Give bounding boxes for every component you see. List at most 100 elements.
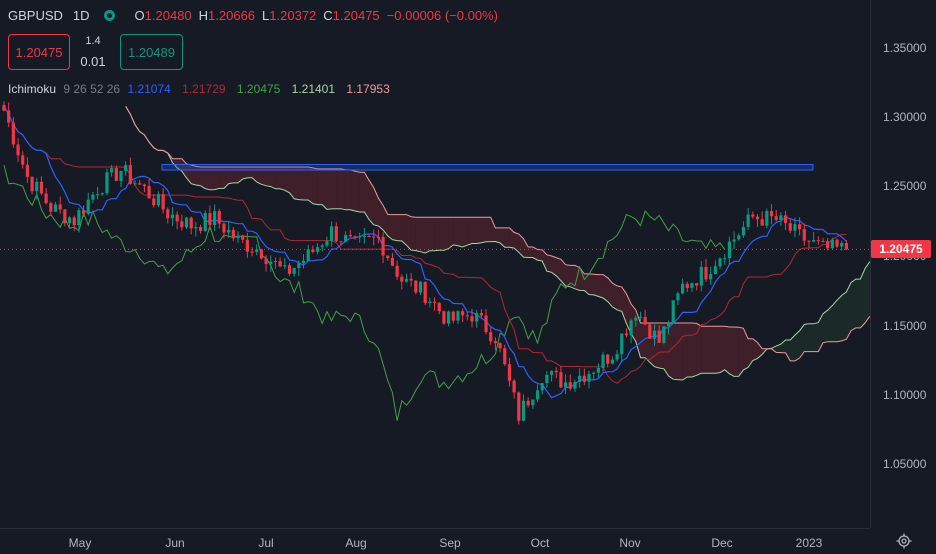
kumo-cloud-segment	[579, 267, 585, 291]
kumo-cloud-segment	[612, 283, 618, 310]
candle-up	[723, 258, 727, 260]
kumo-cloud-segment	[865, 261, 870, 323]
candle-up	[306, 249, 310, 261]
kumo-cloud-segment	[214, 167, 220, 190]
candle-up	[301, 260, 306, 264]
kumo-cloud-segment	[425, 217, 430, 253]
price-chart[interactable]	[0, 0, 871, 528]
candle-up	[830, 239, 834, 249]
kumo-cloud-segment	[481, 217, 486, 243]
ichimoku-legend[interactable]: Ichimoku 9 26 52 26 1.21074 1.21729 1.20…	[8, 82, 398, 96]
candle-down	[479, 312, 483, 316]
candle-down	[807, 240, 811, 242]
kumo-cloud-segment	[303, 167, 309, 200]
kumo-cloud-segment	[518, 234, 524, 258]
candle-up	[194, 227, 198, 229]
candle-down	[606, 354, 610, 364]
ohlc-low-key: L	[262, 8, 270, 23]
kumo-cloud-segment	[785, 340, 791, 361]
kumo-cloud-segment	[757, 342, 763, 359]
candle-up	[620, 333, 624, 355]
resistance-zone-rectangle[interactable]	[161, 163, 814, 171]
kumo-cloud-segment	[841, 291, 847, 341]
kumo-cloud-segment	[392, 214, 398, 241]
candle-down	[166, 209, 170, 219]
candle-up	[273, 261, 278, 263]
candle-up	[573, 382, 577, 389]
kumo-cloud-segment	[668, 323, 674, 380]
kumo-cloud-segment	[462, 217, 468, 247]
candle-down	[222, 223, 226, 233]
candle-down	[72, 217, 76, 226]
kumo-cloud-segment	[720, 326, 725, 373]
kumo-cloud-segment	[565, 264, 571, 287]
ohlc-open-value: 1.20480	[144, 8, 192, 23]
candle-down	[414, 280, 418, 293]
kumo-cloud-segment	[401, 214, 407, 246]
kumo-cloud-segment	[228, 167, 234, 184]
candle-up	[564, 382, 568, 388]
kumo-cloud-segment	[607, 277, 613, 307]
candle-down	[442, 311, 446, 324]
candle-down	[685, 283, 689, 288]
candle-up	[578, 375, 582, 383]
candle-up	[732, 239, 736, 242]
candle-up	[596, 367, 600, 373]
candle-down	[245, 239, 249, 252]
candle-down	[751, 214, 755, 217]
candle-down	[783, 215, 788, 224]
candle-up	[634, 317, 638, 321]
chart-pane[interactable]: GBPUSD 1D O 1.20480 H 1.20666 L 1.20372 C 1.…	[0, 0, 871, 528]
kumo-cloud-segment	[275, 167, 281, 189]
candle-down	[2, 105, 6, 111]
sell-button[interactable]: 1.20475	[8, 34, 70, 70]
candle-up	[35, 181, 39, 192]
candle-down	[624, 333, 629, 336]
price-tick: 1.35000	[883, 41, 927, 55]
candle-up	[601, 354, 605, 368]
kumo-cloud-segment	[603, 274, 608, 302]
candle-up	[540, 383, 544, 391]
buy-button[interactable]: 1.20489	[120, 34, 183, 70]
kumo-cloud-segment	[598, 274, 603, 298]
symbol-name[interactable]: GBPUSD	[8, 8, 63, 23]
kumo-cloud-segment	[336, 168, 341, 209]
leading-span-a-line	[125, 106, 871, 381]
candle-down	[489, 332, 493, 342]
kumo-cloud-segment	[635, 310, 641, 358]
kumo-cloud-segment	[331, 168, 337, 209]
interval-label[interactable]: 1D	[72, 8, 90, 23]
kumo-cloud-segment	[532, 247, 538, 261]
price-axis[interactable]: 1.35000 1.30000 1.25000 1.20000 1.15000 …	[870, 0, 936, 528]
kumo-cloud-segment	[224, 167, 229, 189]
kumo-cloud-segment	[373, 187, 379, 226]
chart-settings-gear-icon[interactable]	[896, 533, 912, 549]
time-axis[interactable]: May Jun Jul Aug Sep Oct Nov Dec 2023	[0, 528, 870, 554]
time-tick: Oct	[530, 536, 550, 550]
candle-down	[376, 236, 380, 238]
candle-down	[147, 186, 151, 199]
candle-up	[531, 399, 535, 406]
candle-down	[189, 217, 193, 229]
candle-up	[170, 214, 175, 219]
candle-down	[39, 181, 44, 194]
ohlc-change-value: −0.00006 (−0.00%)	[386, 8, 498, 23]
quantity-value[interactable]: 0.01	[80, 54, 106, 69]
last-price-label: 1.20475	[871, 240, 931, 259]
kumo-cloud-segment	[439, 217, 444, 251]
kumo-cloud-segment	[673, 323, 678, 380]
indicator-name[interactable]: Ichimoku	[8, 82, 57, 96]
candle-down	[152, 198, 156, 206]
time-tick: Sep	[439, 536, 461, 550]
lagging-span-value: 1.20475	[236, 82, 281, 96]
kumo-cloud-segment	[209, 167, 215, 190]
kumo-cloud-segment	[326, 168, 332, 210]
kumo-cloud-segment	[818, 313, 823, 352]
base-line-value: 1.21729	[182, 82, 226, 96]
kumo-cloud-segment	[308, 167, 313, 204]
kumo-cloud-segment	[837, 295, 842, 342]
candle-down	[643, 316, 647, 325]
candle-up	[330, 226, 334, 242]
candle-up	[344, 235, 348, 242]
candle-down	[582, 375, 586, 382]
